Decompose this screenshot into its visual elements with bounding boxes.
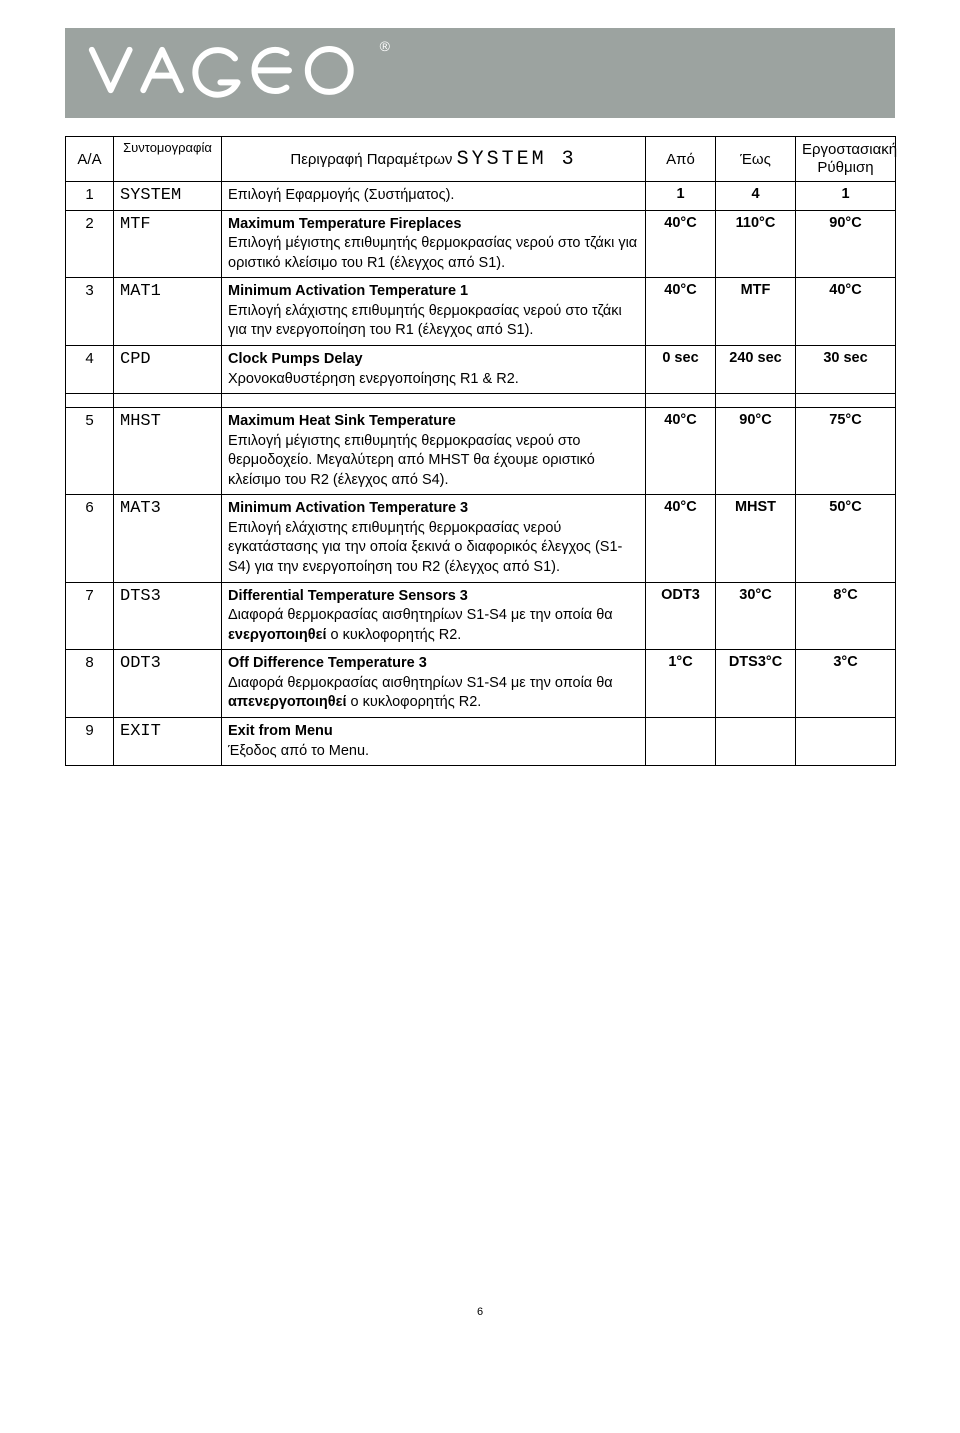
table-row: 1SYSTEMΕπιλογή Εφαρμογής (Συστήματος).14… <box>66 182 896 211</box>
th-desc-system: SYSTEM 3 <box>457 148 577 171</box>
th-aa: A/A <box>66 137 114 182</box>
cell-abbr: MAT1 <box>114 278 222 346</box>
cell-index: 9 <box>66 717 114 765</box>
cell-index: 8 <box>66 650 114 718</box>
cell-description: Minimum Activation Temperature 1Επιλογή … <box>222 278 646 346</box>
cell-default: 40°C <box>796 278 896 346</box>
cell-abbr: DTS3 <box>114 582 222 650</box>
cell-to: MHST <box>716 495 796 582</box>
th-to: Έως <box>716 137 796 182</box>
cell-description: Maximum Heat Sink TemperatureΕπιλογή μέγ… <box>222 408 646 495</box>
cell-to <box>716 717 796 765</box>
cell-index: 7 <box>66 582 114 650</box>
cell-description: Minimum Activation Temperature 3Επιλογή … <box>222 495 646 582</box>
cell-to: DTS3°C <box>716 650 796 718</box>
cell-from: ODT3 <box>646 582 716 650</box>
cell-description: Off Difference Temperature 3Διαφορά θερμ… <box>222 650 646 718</box>
cell-to: 90°C <box>716 408 796 495</box>
cell-default: 90°C <box>796 210 896 278</box>
cell-from: 40°C <box>646 495 716 582</box>
cell-index: 6 <box>66 495 114 582</box>
cell-abbr: MHST <box>114 408 222 495</box>
cell-index: 2 <box>66 210 114 278</box>
th-desc-prefix: Περιγραφή Παραμέτρων <box>290 151 452 168</box>
table-row: 5MHSTMaximum Heat Sink TemperatureΕπιλογ… <box>66 408 896 495</box>
cell-default: 1 <box>796 182 896 211</box>
cell-abbr: MAT3 <box>114 495 222 582</box>
cell-description: Differential Temperature Sensors 3Διαφορ… <box>222 582 646 650</box>
cell-from: 40°C <box>646 210 716 278</box>
cell-description: Exit from MenuΈξοδος από το Menu. <box>222 717 646 765</box>
cell-from: 40°C <box>646 278 716 346</box>
cell-default: 50°C <box>796 495 896 582</box>
page-number: 6 <box>0 1306 960 1318</box>
cell-index: 3 <box>66 278 114 346</box>
logo-header: ® <box>65 28 895 118</box>
table-row: 3MAT1Minimum Activation Temperature 1Επι… <box>66 278 896 346</box>
cell-to: 110°C <box>716 210 796 278</box>
th-from: Από <box>646 137 716 182</box>
table-row: 6MAT3Minimum Activation Temperature 3Επι… <box>66 495 896 582</box>
cell-from: 0 sec <box>646 345 716 393</box>
cell-index: 1 <box>66 182 114 211</box>
cell-default: 8°C <box>796 582 896 650</box>
cell-from <box>646 717 716 765</box>
th-factory: Εργοστασιακή Ρύθμιση <box>796 137 896 182</box>
cell-description: Επιλογή Εφαρμογής (Συστήματος). <box>222 182 646 211</box>
cell-abbr: SYSTEM <box>114 182 222 211</box>
cell-index: 4 <box>66 345 114 393</box>
vageo-logo <box>85 43 428 103</box>
table-row: 7DTS3Differential Temperature Sensors 3Δ… <box>66 582 896 650</box>
cell-default: 3°C <box>796 650 896 718</box>
cell-description: Clock Pumps DelayΧρονοκαθυστέρηση ενεργο… <box>222 345 646 393</box>
cell-to: 240 sec <box>716 345 796 393</box>
table-row: 2MTFMaximum Temperature FireplacesΕπιλογ… <box>66 210 896 278</box>
cell-to: 30°C <box>716 582 796 650</box>
registered-mark: ® <box>380 38 390 54</box>
cell-description: Maximum Temperature FireplacesΕπιλογή μέ… <box>222 210 646 278</box>
spacer-row <box>66 394 896 408</box>
cell-from: 1 <box>646 182 716 211</box>
cell-default: 75°C <box>796 408 896 495</box>
th-abbr: Συντομογραφία <box>114 137 222 182</box>
table-row: 8ODT3Off Difference Temperature 3Διαφορά… <box>66 650 896 718</box>
cell-abbr: MTF <box>114 210 222 278</box>
table-header-row: A/A Συντομογραφία Περιγραφή Παραμέτρων S… <box>66 137 896 182</box>
cell-to: MTF <box>716 278 796 346</box>
cell-abbr: ODT3 <box>114 650 222 718</box>
cell-default <box>796 717 896 765</box>
cell-abbr: EXIT <box>114 717 222 765</box>
parameters-table: A/A Συντομογραφία Περιγραφή Παραμέτρων S… <box>65 136 896 766</box>
cell-index: 5 <box>66 408 114 495</box>
table-body: 1SYSTEMΕπιλογή Εφαρμογής (Συστήματος).14… <box>66 182 896 766</box>
cell-to: 4 <box>716 182 796 211</box>
cell-default: 30 sec <box>796 345 896 393</box>
cell-abbr: CPD <box>114 345 222 393</box>
th-desc: Περιγραφή Παραμέτρων SYSTEM 3 <box>222 137 646 182</box>
table-row: 4CPDClock Pumps DelayΧρονοκαθυστέρηση εν… <box>66 345 896 393</box>
table-row: 9EXITExit from MenuΈξοδος από το Menu. <box>66 717 896 765</box>
cell-from: 1°C <box>646 650 716 718</box>
cell-from: 40°C <box>646 408 716 495</box>
